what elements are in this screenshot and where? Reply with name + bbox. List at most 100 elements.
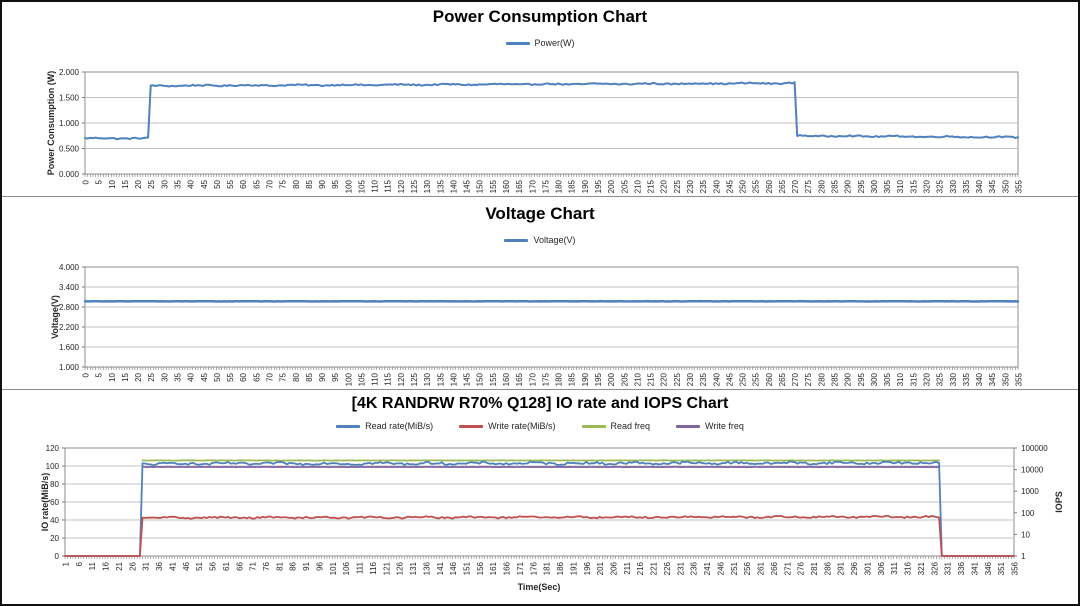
- y-tick-label: 4.000: [59, 263, 80, 272]
- x-tick-label: 40: [187, 372, 196, 381]
- series-line-power-w: [84, 81, 1019, 141]
- series-line-read-rate-mib-s: [64, 460, 1015, 557]
- plot-border: [84, 266, 1019, 368]
- x-tick-label: 10: [108, 179, 117, 188]
- x-tick-label: 110: [371, 179, 380, 192]
- x-tick-label: 55: [226, 179, 235, 188]
- x-tick-label: 136: [422, 561, 431, 575]
- voltage-chart-title: Voltage Chart: [485, 204, 595, 223]
- y-tick-label: 60: [50, 498, 59, 507]
- x-tick-label: 291: [837, 561, 846, 575]
- x-tick-label: 215: [647, 372, 656, 386]
- y-tick-label: 2.800: [59, 303, 80, 312]
- x-tick-label: 266: [770, 561, 779, 575]
- y-tick-label: 0: [55, 552, 60, 561]
- power-chart-title: Power Consumption Chart: [432, 7, 648, 26]
- x-tick-label: 135: [436, 179, 445, 193]
- x-tick-label: 160: [502, 179, 511, 193]
- x-tick-label: 270: [791, 179, 800, 193]
- x-tick-label: 61: [222, 561, 231, 570]
- power-chart-plot: Power Consumption (W) 0.000 0.500 1.000 1.5…: [46, 68, 1024, 193]
- legend-label: Write rate(MiB/s): [488, 421, 556, 431]
- y-tick-label: 3.400: [59, 283, 80, 292]
- x-tick-label: 306: [877, 561, 886, 575]
- x-tick-label: 315: [909, 179, 918, 193]
- legend-label: Power(W): [534, 38, 575, 48]
- x-tick-label: 145: [463, 372, 472, 386]
- x-tick-label: 20: [134, 372, 143, 381]
- io-rate-y-axis-title: IO rate(MiB/s): [40, 473, 50, 532]
- x-tick-label: 146: [449, 561, 458, 575]
- x-tick-label: 270: [791, 372, 800, 386]
- x-tick-label: 245: [725, 372, 734, 386]
- x-tick-label: 161: [489, 561, 498, 575]
- x-tick-label: 325: [936, 179, 945, 193]
- x-tick-label: 281: [810, 561, 819, 575]
- x-tick-label: 15: [121, 372, 130, 381]
- x-tick-label: 326: [930, 561, 939, 575]
- x-tick-label: 145: [463, 179, 472, 193]
- x-tick-label: 165: [515, 372, 524, 386]
- x-tick-label: 290: [844, 372, 853, 386]
- x-tick-label: 90: [318, 179, 327, 188]
- x-tick-label: 210: [633, 179, 642, 193]
- x-tick-label: 226: [663, 561, 672, 575]
- x-tick-label: 340: [975, 179, 984, 193]
- x-tick-label: 230: [686, 179, 695, 193]
- x-tick-label: 76: [262, 561, 271, 570]
- x-tick-label: 350: [1001, 179, 1010, 193]
- io-iops-chart-panel: [4K RANDRW R70% Q128] IO rate and IOPS C…: [2, 390, 1078, 604]
- x-tick-label: 90: [318, 372, 327, 381]
- y-tick-label: 0.500: [59, 145, 80, 154]
- x-tick-label: 180: [555, 179, 564, 193]
- x-tick-label: 225: [673, 179, 682, 193]
- x-tick-label: 310: [896, 179, 905, 193]
- x-tick-label: 191: [569, 561, 578, 575]
- x-tick-label: 60: [239, 372, 248, 381]
- legend-line-swatch: [459, 424, 484, 428]
- x-tick-label: 125: [410, 372, 419, 386]
- x-tick-label: 31: [142, 561, 151, 570]
- x-tick-label: 250: [739, 372, 748, 386]
- x-tick-label: 215: [647, 179, 656, 193]
- x-tick-label: 250: [739, 179, 748, 193]
- x-tick-label: 205: [620, 179, 629, 193]
- x-tick-label: 101: [329, 561, 338, 575]
- x-tick-label: 290: [844, 179, 853, 193]
- x-tick-label: 276: [797, 561, 806, 575]
- x-tick-label: 45: [200, 179, 209, 188]
- x-tick-label: 265: [778, 179, 787, 193]
- io-iops-chart-plot: IO rate(MiB/s) IOPS Time(Sec) 0 20 40 60 80 1…: [40, 444, 1064, 592]
- x-tick-label: 55: [226, 372, 235, 381]
- x-tick-label: 185: [568, 179, 577, 193]
- x-tick-label: 220: [660, 372, 669, 386]
- x-tick-label: 205: [620, 372, 629, 386]
- x-tick-label: 26: [128, 561, 137, 570]
- x-tick-label: 106: [342, 561, 351, 575]
- legend-item: Power(W): [505, 38, 575, 48]
- x-tick-label: 261: [757, 561, 766, 575]
- x-tick-label: 0: [82, 179, 91, 184]
- x-tick-label: 121: [382, 561, 391, 575]
- legend-line-swatch: [336, 424, 361, 428]
- x-tick-label: 45: [200, 372, 209, 381]
- x-tick-label: 20: [134, 179, 143, 188]
- x-tick-label: 5: [95, 179, 104, 184]
- x-tick-label: 95: [331, 372, 340, 381]
- y-tick-label: 1.000: [59, 363, 80, 372]
- x-tick-label: 186: [556, 561, 565, 575]
- power-y-axis-title: Power Consumption (W): [46, 71, 56, 176]
- legend-label: Write freq: [705, 421, 744, 431]
- x-tick-label: 0: [82, 372, 91, 377]
- x-tick-label: 135: [436, 372, 445, 386]
- x-tick-label: 50: [213, 179, 222, 188]
- x-tick-label: 190: [581, 372, 590, 386]
- legend-label: Read rate(MiB/s): [365, 421, 434, 431]
- x-tick-label: 120: [397, 372, 406, 386]
- x-tick-label: 156: [476, 561, 485, 575]
- x-tick-label: 320: [923, 372, 932, 386]
- x-tick-label: 105: [357, 372, 366, 386]
- x-tick-label: 15: [121, 179, 130, 188]
- x-tick-label: 141: [436, 561, 445, 575]
- x-tick-label: 66: [235, 561, 244, 570]
